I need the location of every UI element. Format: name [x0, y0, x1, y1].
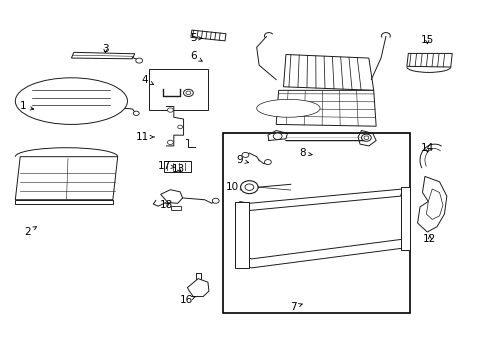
Text: 15: 15	[420, 35, 433, 45]
Circle shape	[133, 111, 139, 116]
Text: 16: 16	[179, 295, 195, 305]
Text: 2: 2	[24, 227, 37, 237]
Text: 3: 3	[102, 44, 109, 54]
Circle shape	[264, 159, 271, 165]
Circle shape	[363, 136, 368, 139]
Polygon shape	[239, 189, 402, 211]
Circle shape	[361, 134, 370, 141]
Circle shape	[185, 91, 190, 95]
Polygon shape	[239, 239, 402, 268]
Polygon shape	[187, 279, 208, 297]
Circle shape	[244, 184, 253, 190]
Circle shape	[273, 133, 282, 139]
Text: 13: 13	[172, 164, 185, 174]
Text: 8: 8	[299, 148, 311, 158]
Circle shape	[212, 198, 219, 203]
Text: 17: 17	[157, 161, 174, 171]
Text: 1: 1	[20, 102, 34, 112]
Polygon shape	[426, 189, 442, 220]
Bar	[149, 69, 207, 110]
Circle shape	[136, 58, 142, 63]
Text: 11: 11	[135, 132, 154, 142]
Polygon shape	[417, 176, 446, 232]
Ellipse shape	[15, 78, 127, 125]
Text: 4: 4	[141, 75, 153, 85]
Polygon shape	[234, 202, 249, 268]
Text: 6: 6	[190, 51, 202, 61]
Polygon shape	[15, 200, 113, 204]
Polygon shape	[71, 52, 135, 59]
Circle shape	[167, 140, 173, 144]
Circle shape	[167, 108, 173, 112]
Circle shape	[242, 152, 248, 157]
Bar	[222, 134, 409, 313]
Ellipse shape	[256, 99, 320, 117]
Circle shape	[177, 125, 182, 129]
Bar	[163, 161, 190, 172]
Text: 9: 9	[236, 155, 248, 165]
Polygon shape	[171, 206, 181, 211]
Text: 5: 5	[190, 33, 202, 43]
Text: 10: 10	[225, 182, 244, 192]
Polygon shape	[15, 157, 118, 200]
Text: 14: 14	[420, 143, 433, 153]
Polygon shape	[276, 90, 375, 126]
Text: 12: 12	[422, 234, 435, 244]
Polygon shape	[190, 30, 225, 41]
Polygon shape	[283, 54, 373, 90]
Polygon shape	[406, 53, 451, 67]
Polygon shape	[400, 187, 409, 250]
Circle shape	[240, 181, 258, 194]
Polygon shape	[160, 190, 182, 203]
Text: 18: 18	[160, 200, 173, 210]
Text: 7: 7	[289, 302, 302, 312]
Circle shape	[183, 89, 193, 96]
